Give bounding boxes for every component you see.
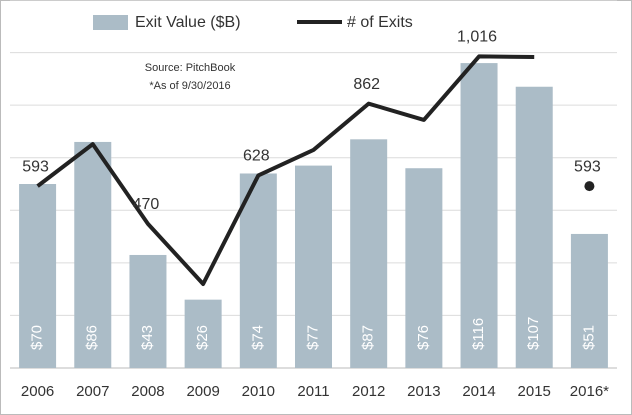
bar: [460, 63, 498, 368]
bar-value-label: $74: [249, 325, 266, 350]
x-tick-label: 2013: [407, 383, 440, 400]
bar: [239, 173, 277, 368]
line: [36, 54, 535, 286]
legend-label: # of Exits: [347, 14, 413, 31]
x-tick-label: 2006: [21, 383, 54, 400]
x-tick-label: 2016*: [570, 383, 609, 400]
annotation: Source: PitchBook: [145, 62, 236, 74]
bar: [515, 86, 553, 368]
x-tick-label: 2010: [242, 383, 275, 400]
legend-label: Exit Value ($B): [135, 14, 241, 31]
bar: [19, 184, 57, 368]
legend-swatch: [93, 15, 128, 30]
bar: [184, 299, 222, 368]
bar: [350, 139, 388, 368]
line-value-label: 1,016: [457, 29, 497, 46]
bar-value-label: $76: [415, 325, 432, 350]
dot: [584, 181, 595, 192]
bar-value-label: $86: [84, 325, 101, 350]
x-tick-label: 2008: [131, 383, 164, 400]
line-value-label: 593: [22, 158, 49, 175]
bar-value-label: $26: [194, 325, 211, 350]
bar: [570, 233, 608, 368]
bar: [74, 141, 112, 368]
bar-value-label: $70: [29, 325, 46, 350]
line-value-label: 628: [243, 148, 270, 165]
x-tick-label: 2015: [518, 383, 551, 400]
annotation: *As of 9/30/2016: [149, 80, 230, 92]
x-tick-label: 2014: [462, 383, 495, 400]
x-tick-label: 2007: [76, 383, 109, 400]
bar: [129, 254, 167, 368]
x-tick-label: 2012: [352, 383, 385, 400]
line-value-label: 862: [353, 76, 380, 93]
x-tick-label: 2009: [186, 383, 219, 400]
bar: [295, 165, 332, 368]
line-value-label: 470: [133, 196, 160, 213]
bar-value-label: $51: [580, 325, 597, 350]
line-value-label: 593: [574, 158, 601, 175]
bar-value-label: $116: [470, 318, 487, 350]
bar: [405, 168, 443, 368]
bar-value-label: $107: [525, 317, 542, 350]
x-tick-label: 2011: [297, 383, 329, 400]
bar-value-label: $87: [360, 325, 377, 350]
bar-value-label: $77: [304, 325, 321, 350]
bar-value-label: $43: [139, 325, 156, 350]
